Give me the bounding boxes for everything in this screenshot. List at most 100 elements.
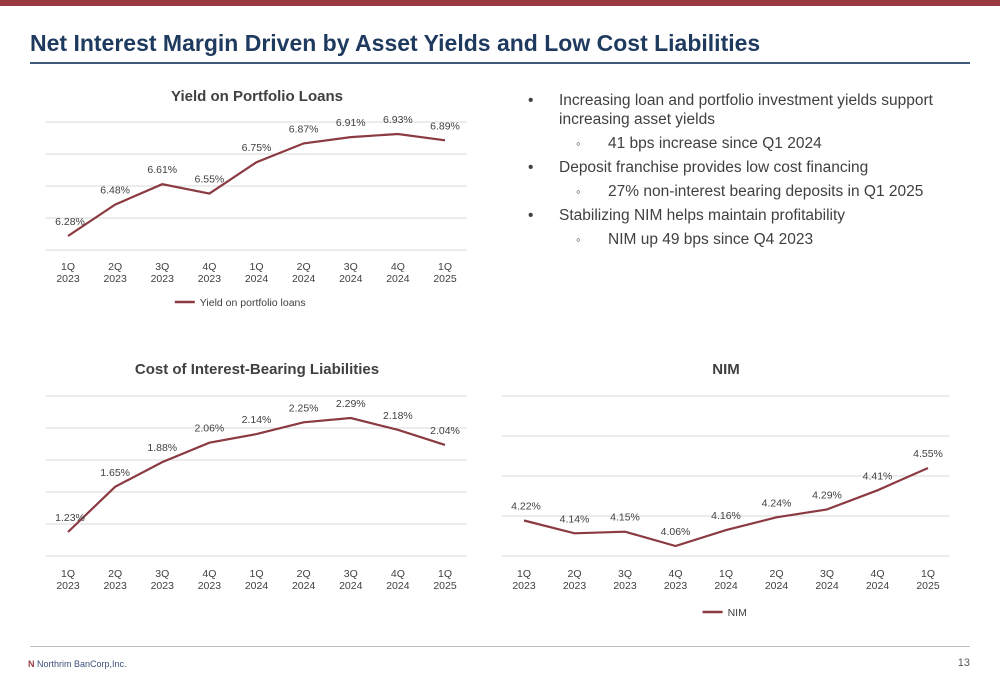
x-tick-label: 1Q	[517, 568, 531, 580]
x-tick-label: 2Q	[108, 568, 122, 580]
chart-title: Yield on Portfolio Loans	[171, 88, 343, 105]
x-tick-label: 1Q	[61, 568, 75, 580]
x-tick-label: 3Q	[155, 261, 169, 273]
x-tick-label: 2023	[56, 580, 80, 592]
sub-bullet-item: 27% non-interest bearing deposits in Q1 …	[528, 182, 978, 201]
x-tick-label: 2024	[245, 580, 269, 592]
logo-mark-icon: N	[28, 659, 35, 669]
data-label: 2.06%	[194, 423, 224, 435]
chart-title: Cost of Interest-Bearing Liabilities	[135, 361, 379, 378]
x-tick-label: 2025	[433, 273, 457, 285]
x-tick-label: 2024	[386, 580, 410, 592]
x-tick-label: 2023	[563, 580, 587, 592]
x-tick-label: 3Q	[344, 568, 358, 580]
data-label: 4.55%	[913, 448, 943, 460]
x-tick-label: 3Q	[618, 568, 632, 580]
data-label: 2.18%	[383, 410, 413, 422]
data-label: 6.89%	[430, 120, 460, 132]
data-label: 1.23%	[55, 512, 85, 524]
x-tick-label: 2024	[292, 580, 316, 592]
legend-label: Yield on portfolio loans	[200, 297, 306, 309]
data-label: 2.29%	[336, 398, 366, 410]
x-tick-label: 2024	[292, 273, 316, 285]
x-tick-label: 1Q	[438, 261, 452, 273]
footer-divider	[30, 646, 970, 647]
x-tick-label: 2023	[103, 580, 127, 592]
x-tick-label: 2023	[103, 273, 127, 285]
x-tick-label: 2024	[339, 273, 363, 285]
top-accent-bar	[0, 0, 1000, 6]
x-tick-label: 2024	[386, 273, 410, 285]
data-label: 4.06%	[661, 526, 691, 538]
x-tick-label: 2Q	[108, 261, 122, 273]
x-tick-label: 2Q	[567, 568, 581, 580]
x-tick-label: 4Q	[202, 261, 216, 273]
x-tick-label: 2023	[198, 273, 222, 285]
company-logo: N Northrim BanCorp,Inc.	[28, 659, 127, 669]
x-tick-label: 4Q	[668, 568, 682, 580]
x-tick-label: 1Q	[61, 261, 75, 273]
x-tick-label: 2024	[866, 580, 890, 592]
data-label: 6.91%	[336, 117, 366, 129]
data-label: 4.24%	[762, 497, 792, 509]
x-tick-label: 2Q	[297, 568, 311, 580]
x-tick-label: 2023	[198, 580, 222, 592]
bullet-item: Increasing loan and portfolio investment…	[528, 91, 978, 129]
x-tick-label: 1Q	[438, 568, 452, 580]
data-label: 6.93%	[383, 114, 413, 126]
data-label: 4.41%	[863, 470, 893, 482]
x-tick-label: 2024	[815, 580, 839, 592]
x-tick-label: 2023	[512, 580, 536, 592]
x-tick-label: 4Q	[202, 568, 216, 580]
x-tick-label: 2025	[433, 580, 457, 592]
x-tick-label: 3Q	[155, 568, 169, 580]
data-label: 6.75%	[242, 142, 272, 154]
x-tick-label: 4Q	[870, 568, 884, 580]
data-label: 2.14%	[242, 414, 272, 426]
x-tick-label: 4Q	[391, 568, 405, 580]
data-label: 6.55%	[194, 174, 224, 186]
x-tick-label: 2023	[151, 273, 175, 285]
x-tick-label: 4Q	[391, 261, 405, 273]
data-label: 4.15%	[610, 512, 640, 524]
x-tick-label: 2025	[916, 580, 940, 592]
x-tick-label: 2023	[151, 580, 175, 592]
x-tick-label: 2024	[765, 580, 789, 592]
x-tick-label: 1Q	[921, 568, 935, 580]
legend-label: NIM	[728, 607, 747, 619]
x-tick-label: 2024	[714, 580, 738, 592]
data-label: 1.88%	[147, 442, 177, 454]
data-label: 4.16%	[711, 510, 741, 522]
bullet-item: Deposit franchise provides low cost fina…	[528, 158, 978, 177]
sub-bullet-item: NIM up 49 bps since Q4 2023	[528, 230, 978, 249]
data-label: 4.29%	[812, 489, 842, 501]
bullet-item: Stabilizing NIM helps maintain profitabi…	[528, 206, 978, 225]
x-tick-label: 1Q	[249, 568, 263, 580]
x-tick-label: 2023	[56, 273, 80, 285]
logo-text: Northrim BanCorp,Inc.	[37, 659, 127, 669]
data-label: 6.48%	[100, 185, 130, 197]
chart-title: NIM	[712, 361, 740, 378]
data-label: 2.25%	[289, 402, 319, 414]
x-tick-label: 3Q	[344, 261, 358, 273]
x-tick-label: 2024	[245, 273, 269, 285]
x-tick-label: 2Q	[769, 568, 783, 580]
series-line	[67, 416, 446, 533]
x-tick-label: 2Q	[297, 261, 311, 273]
data-label: 6.61%	[147, 164, 177, 176]
page-title: Net Interest Margin Driven by Asset Yiel…	[30, 30, 761, 56]
data-label: 2.04%	[430, 425, 460, 437]
x-tick-label: 2023	[613, 580, 637, 592]
sub-bullet-item: 41 bps increase since Q1 2024	[528, 134, 978, 153]
data-label: 1.65%	[100, 467, 130, 479]
data-label: 6.28%	[55, 216, 85, 228]
title-divider	[30, 62, 970, 64]
x-tick-label: 1Q	[249, 261, 263, 273]
series-line	[67, 132, 446, 237]
series-line	[523, 466, 929, 548]
x-tick-label: 1Q	[719, 568, 733, 580]
x-tick-label: 2023	[664, 580, 688, 592]
